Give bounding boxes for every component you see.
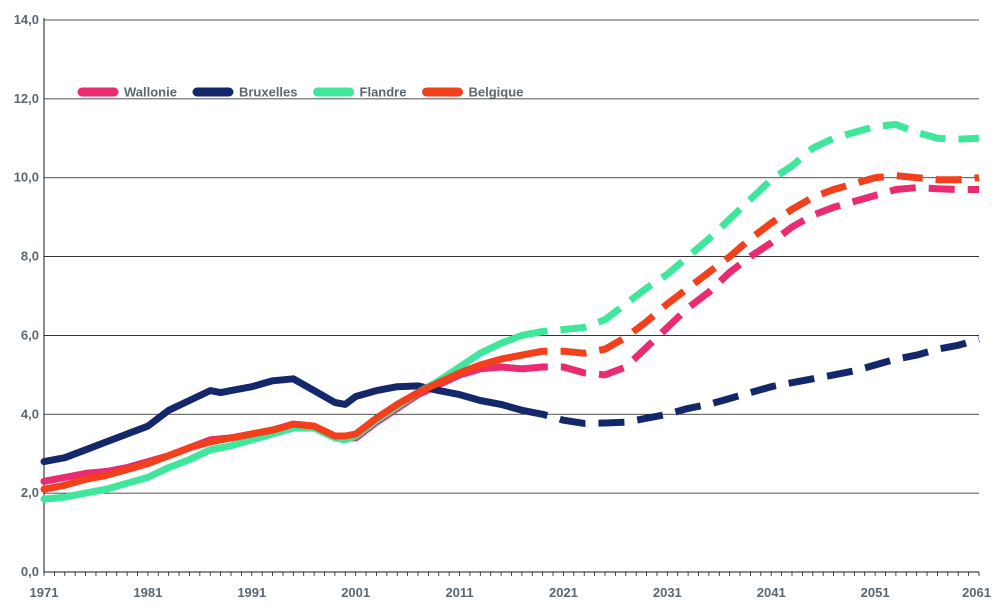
series-line-belgique-observed <box>40 351 526 493</box>
y-tick-label: 14,0 <box>14 12 39 27</box>
y-tick-label: 2,0 <box>21 485 39 500</box>
tick-labels: 0,0 2,0 4,0 6,0 8,0 10,0 12,0 14,0 1971 1981 1991 2… <box>14 12 991 600</box>
x-tick-label: 2041 <box>757 585 786 600</box>
gridlines <box>44 19 979 494</box>
axes <box>43 18 980 576</box>
y-tick-label: 4,0 <box>21 406 39 421</box>
legend-label-bruxelles: Bruxelles <box>239 85 298 100</box>
x-tick-label: 2011 <box>445 585 473 600</box>
y-tick-label: 12,0 <box>14 91 39 106</box>
x-tick-label: 2051 <box>861 585 890 600</box>
legend: Wallonie Bruxelles Flandre Belgique <box>77 85 523 100</box>
y-tick-label: 6,0 <box>21 327 39 342</box>
y-tick-label: 10,0 <box>14 170 39 185</box>
series-lines <box>40 121 980 503</box>
legend-label-flandre: Flandre <box>360 85 407 100</box>
x-tick-label: 2001 <box>341 585 370 600</box>
legend-label-wallonie: Wallonie <box>124 85 177 100</box>
series-line-bruxelles-observed <box>40 375 526 466</box>
x-tick-label: 1971 <box>30 585 59 600</box>
series-line-bruxelles-projection <box>521 336 980 427</box>
x-tick-label: 2021 <box>549 585 578 600</box>
y-tick-label: 8,0 <box>21 249 39 264</box>
x-tick-label: 2031 <box>653 585 682 600</box>
y-tick-label: 0,0 <box>21 564 39 579</box>
x-tick-label: 1981 <box>133 585 162 600</box>
legend-label-belgique: Belgique <box>468 85 523 100</box>
x-tick-label: 2061 <box>962 585 991 600</box>
series-line-flandre-projection <box>521 121 980 339</box>
series-line-belgique-projection <box>521 172 980 359</box>
x-tick-label: 1991 <box>237 585 266 600</box>
series-line-wallonie-projection <box>521 184 979 379</box>
